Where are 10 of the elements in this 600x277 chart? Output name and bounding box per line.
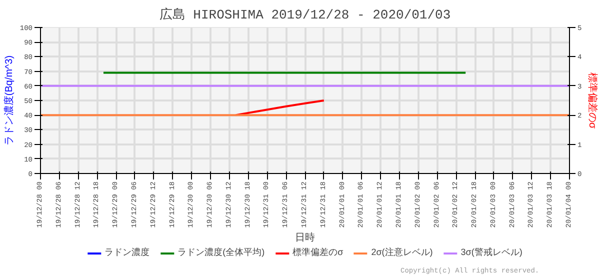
y2-axis-title: 標準偏差のσ	[586, 72, 599, 130]
legend-label: ラドン濃度(全体平均)	[178, 246, 265, 259]
chart-title: 広島 HIROSHIMA 2019/12/28 - 2020/01/03	[159, 6, 451, 22]
legend-label: 3σ(警戒レベル)	[460, 246, 522, 259]
x-axis-title: 日時	[295, 232, 315, 244]
y-axis-title: ラドン濃度(Bq/m^3)	[2, 55, 15, 146]
legend-label: 標準偏差のσ	[292, 246, 344, 259]
legend-label: 2σ(注意レベル)	[371, 246, 433, 259]
legend-label: ラドン濃度	[104, 246, 150, 259]
line-series	[234, 100, 325, 116]
